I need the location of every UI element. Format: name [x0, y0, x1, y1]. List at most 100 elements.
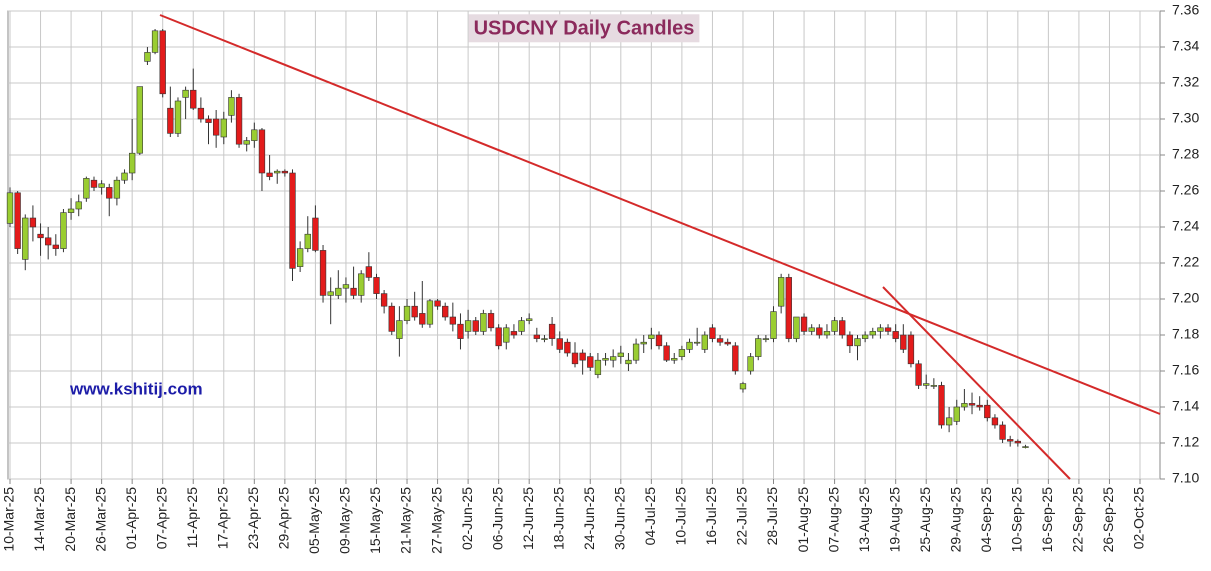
candle-body	[800, 316, 808, 332]
candle-body	[113, 179, 121, 199]
candle-body	[510, 331, 518, 336]
x-tick-label: 19-Aug-25	[886, 487, 902, 553]
candle-body	[411, 305, 418, 318]
candle-body	[991, 417, 999, 426]
x-tick-label: 27-May-25	[428, 487, 444, 554]
candle-body	[617, 352, 624, 357]
candle-body	[823, 331, 831, 336]
candle-body	[930, 385, 938, 387]
candle-body	[14, 192, 21, 249]
trend-line	[159, 14, 1161, 415]
x-tick-label: 01-Aug-25	[795, 487, 811, 553]
chart-title: USDCNY Daily Candles	[474, 17, 695, 39]
candle-body	[266, 172, 273, 177]
candle-body	[197, 107, 205, 120]
candle-body	[380, 293, 388, 307]
x-tick-label: 10-Jul-25	[673, 487, 689, 546]
watermark: www.kshitij.com	[69, 379, 203, 398]
y-tick-label: 7.34	[1172, 38, 1199, 54]
x-tick-label: 26-Mar-25	[92, 487, 108, 552]
candle-body	[594, 359, 602, 375]
candle-body	[442, 305, 449, 318]
plot-area	[7, 10, 1161, 480]
candle-body	[869, 331, 876, 336]
candle-body	[296, 248, 304, 267]
candle-body	[243, 140, 250, 145]
y-tick-label: 7.14	[1172, 398, 1199, 414]
candles	[6, 29, 1029, 449]
candle-body	[159, 30, 166, 95]
x-tick-label: 13-Aug-25	[856, 487, 872, 553]
y-tick-label: 7.30	[1172, 110, 1199, 126]
x-tick-label: 04-Sep-25	[978, 487, 994, 553]
x-tick-label: 10-Sep-25	[1009, 487, 1025, 553]
candle-body	[464, 320, 472, 332]
y-tick-label: 7.20	[1172, 290, 1199, 306]
y-tick-label: 7.18	[1172, 326, 1199, 342]
y-tick-label: 7.26	[1172, 182, 1199, 198]
candle-body	[556, 338, 563, 350]
candle-body	[816, 327, 823, 336]
candle-body	[98, 183, 105, 188]
candle-body	[304, 233, 311, 249]
candle-body	[503, 327, 510, 343]
x-tick-label: 02-Jun-25	[459, 487, 475, 550]
candle-body	[434, 300, 441, 307]
x-tick-label: 30-Jun-25	[612, 487, 628, 550]
candle-body	[915, 363, 922, 386]
candle-body	[472, 320, 479, 332]
x-tick-label: 04-Jul-25	[642, 487, 658, 546]
candle-body	[75, 201, 82, 210]
candle-body	[548, 323, 556, 339]
x-tick-label: 05-May-25	[306, 487, 322, 554]
x-tick-label: 23-Apr-25	[245, 487, 261, 549]
candle-body	[212, 118, 220, 136]
candle-body	[693, 341, 701, 344]
candle-body	[121, 172, 128, 181]
candle-body	[770, 311, 777, 339]
candle-body	[884, 327, 892, 332]
candle-body	[923, 383, 930, 386]
candle-body	[205, 118, 212, 123]
x-tick-label: 26-Sep-25	[1100, 487, 1116, 553]
candle-body	[640, 341, 647, 345]
candle-body	[22, 217, 29, 260]
candle-body	[686, 341, 693, 350]
candle-body	[953, 406, 960, 422]
x-tick-label: 24-Jun-25	[581, 487, 597, 550]
candle-body	[90, 179, 98, 188]
candle-body	[846, 334, 854, 347]
candle-body	[648, 334, 655, 339]
x-tick-label: 06-Jun-25	[489, 487, 505, 550]
candle-body	[281, 170, 289, 174]
x-tick-label: 11-Apr-25	[184, 487, 200, 548]
x-tick-label: 15-May-25	[367, 487, 383, 554]
candle-body	[701, 334, 708, 350]
candle-body	[579, 352, 586, 361]
candle-body	[755, 338, 762, 357]
candle-body	[709, 327, 716, 339]
candle-body	[732, 345, 739, 372]
candle-body	[587, 356, 594, 368]
candle-body	[1022, 446, 1029, 448]
candle-body	[419, 313, 426, 325]
candle-body	[29, 217, 37, 228]
candle-body	[793, 316, 800, 339]
candle-body	[487, 313, 495, 329]
candle-body	[610, 356, 617, 361]
candle-body	[854, 338, 861, 347]
candle-body	[128, 152, 136, 174]
candle-body	[1007, 439, 1014, 442]
candle-body	[174, 100, 182, 134]
candle-body	[426, 300, 434, 325]
candle-body	[571, 352, 579, 365]
candle-body	[388, 305, 395, 332]
candle-body	[716, 338, 724, 343]
candle-body	[839, 320, 846, 336]
x-tick-label: 22-Sep-25	[1070, 487, 1086, 553]
y-tick-label: 7.12	[1172, 434, 1199, 450]
candle-body	[327, 291, 334, 296]
candle-body	[60, 212, 67, 249]
candle-body	[747, 356, 754, 372]
candle-body	[602, 358, 609, 361]
